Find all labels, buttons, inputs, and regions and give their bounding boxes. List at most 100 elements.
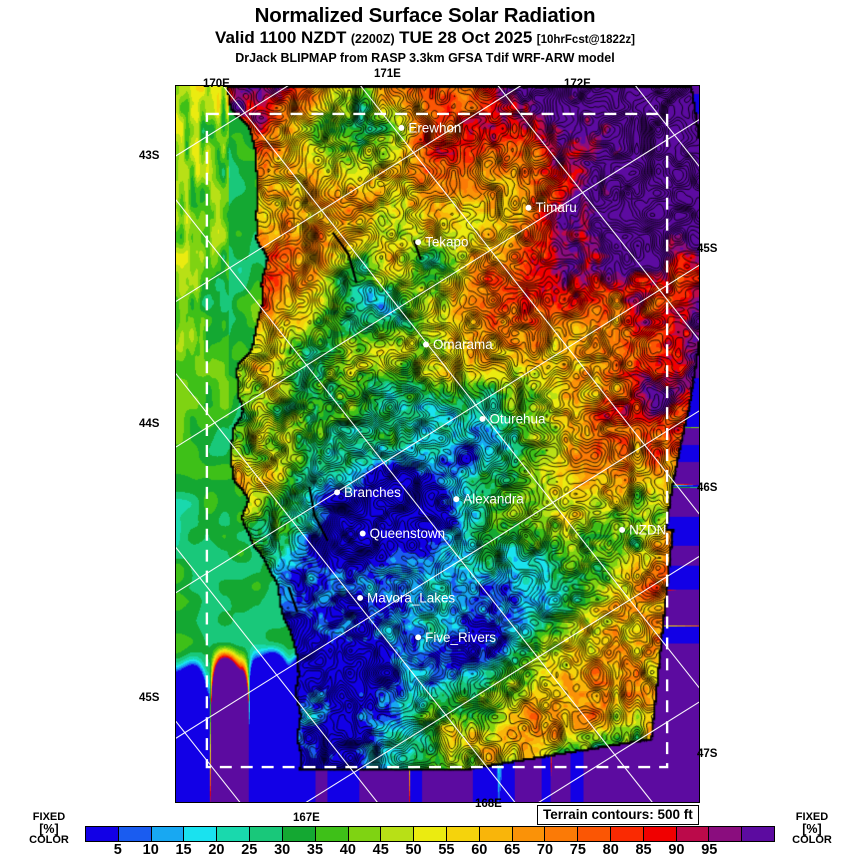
colorbar-swatch: [151, 827, 185, 841]
colorbar-swatch: [479, 827, 513, 841]
colorbar-swatch: [381, 827, 415, 841]
graticule-lines: [176, 86, 699, 802]
colorbar-tick: 35: [306, 842, 324, 858]
colorbar-swatch: [578, 827, 611, 841]
longitude-label: 170E: [203, 78, 230, 90]
place-label: Timaru: [535, 200, 576, 215]
place-markers: Erewhon Timaru Tekapo Omarama Oturehua Branch…: [334, 120, 666, 645]
colorbar-tick: 60: [471, 842, 488, 858]
colorbar-swatch: [217, 827, 251, 841]
latitude-label: 47S: [697, 748, 718, 760]
latitude-label: 45S: [697, 243, 718, 255]
colorbar-swatch: [512, 827, 546, 841]
forecast-tag: [10hrFcst@1822z]: [536, 34, 635, 46]
place-marker-dot[interactable]: [619, 526, 626, 533]
parallel-line: [176, 119, 699, 448]
place-label: Alexandra: [463, 492, 524, 507]
place-marker-dot[interactable]: [423, 341, 429, 348]
place-marker-dot[interactable]: [479, 415, 486, 422]
fixed-text-left: FIXED: [32, 811, 66, 823]
place-marker-dot[interactable]: [357, 594, 364, 601]
longitude-label: 172E: [564, 78, 591, 90]
color-text-left: COLOR: [29, 834, 69, 846]
parallel-line: [305, 555, 699, 802]
fixed-text-right: FIXED: [795, 811, 829, 823]
colorbar-tick: 25: [241, 842, 258, 858]
colorbar-swatch: [184, 827, 218, 841]
colorbar-swatch: [742, 827, 775, 841]
parallel-line: [176, 86, 522, 303]
bottom-longitude-labels: 167E 168E: [0, 798, 850, 825]
colorbar-tick: 30: [274, 842, 291, 858]
colorbar-tick: 20: [208, 842, 225, 858]
colorbar-swatch: [86, 827, 119, 841]
meridian-line: [176, 720, 241, 802]
colorbar-swatch: [676, 827, 710, 841]
colorbar-swatch: [611, 827, 644, 841]
meridian-line: [360, 86, 699, 515]
place-label: NZDN: [629, 522, 666, 537]
model-description: DrJack BLIPMAP from RASP 3.3km GFSA Tdif…: [235, 51, 615, 65]
place-marker-dot[interactable]: [398, 124, 405, 131]
colorbar-swatch: [643, 827, 677, 841]
colorbar-tick: 85: [635, 842, 652, 858]
place-label: Omarama: [433, 337, 493, 352]
colorbar-tick: 5: [113, 842, 122, 858]
latitude-label: 46S: [697, 482, 718, 494]
colorbar-swatch: [250, 827, 283, 841]
place-label: Queenstown: [370, 526, 445, 541]
colorbar-tick: 80: [602, 842, 619, 858]
place-label: Mavora_Lakes: [367, 590, 455, 605]
place-label: Oturehua: [489, 411, 546, 426]
latitude-label: 43S: [139, 150, 160, 162]
parallel-line: [176, 264, 699, 594]
place-label: Branches: [344, 485, 401, 500]
parallel-line: [538, 701, 699, 802]
place-marker-dot[interactable]: [415, 634, 422, 641]
colorbar-label-left: FIXED [%] COLOR: [18, 811, 80, 847]
colorbar-swatch: [282, 827, 316, 841]
place-marker-dot[interactable]: [525, 204, 532, 211]
colorbar-swatch: [348, 827, 382, 841]
colorbar-swatch: [414, 827, 447, 841]
place-marker-dot[interactable]: [415, 239, 422, 246]
longitude-label: 168E: [475, 798, 502, 810]
percent-text-right: [%]: [802, 821, 822, 836]
colorbar[interactable]: [85, 826, 775, 842]
colorbar-tick: 65: [504, 842, 521, 858]
radiation-heatmap-canvas: [176, 86, 699, 802]
colorbar-swatch: [446, 827, 480, 841]
colorbar-swatch: [315, 827, 349, 841]
colorbar-tick: 45: [372, 842, 389, 858]
colorbar-tick-labels: 5 10 15 20 25 30 35 40 45 50 55 60 65 70 75 80 85 90 95: [85, 842, 775, 860]
place-label: Tekapo: [425, 235, 468, 250]
latitude-label: 44S: [139, 418, 160, 430]
parallel-line: [176, 86, 289, 157]
meridian-line: [222, 86, 699, 689]
place-label: Five_Rivers: [425, 630, 496, 645]
meridian-line: [176, 199, 653, 802]
colorbar-label-right: FIXED [%] COLOR: [781, 811, 843, 847]
colorbar-swatch: [709, 827, 743, 841]
colorbar-tick: 50: [405, 842, 422, 858]
parallel-line: [176, 776, 699, 802]
longitude-label: 171E: [374, 68, 401, 80]
colorbar-tick: 10: [142, 842, 159, 858]
place-marker-dot[interactable]: [453, 496, 460, 503]
meridian-line: [497, 86, 699, 341]
place-marker-dot[interactable]: [359, 530, 366, 537]
place-label: Erewhon: [408, 120, 461, 135]
latitude-label: 45S: [139, 692, 160, 704]
parallel-line: [176, 410, 699, 739]
colorbar-tick: 55: [438, 842, 455, 858]
colorbar-swatch: [545, 827, 579, 841]
place-marker-dot[interactable]: [334, 489, 341, 496]
colorbar-tick: 40: [339, 842, 356, 858]
meridian-line: [176, 372, 516, 802]
colorbar-tick: 70: [536, 842, 554, 858]
solar-radiation-map[interactable]: Erewhon Timaru Tekapo Omarama Oturehua Branch…: [175, 85, 700, 803]
valid-time-z: (2200Z): [350, 32, 395, 46]
percent-text-left: [%]: [39, 821, 59, 836]
terrain-contour-legend: Terrain contours: 500 ft: [537, 805, 699, 825]
valid-date: TUE 28 Oct 2025: [399, 28, 533, 47]
